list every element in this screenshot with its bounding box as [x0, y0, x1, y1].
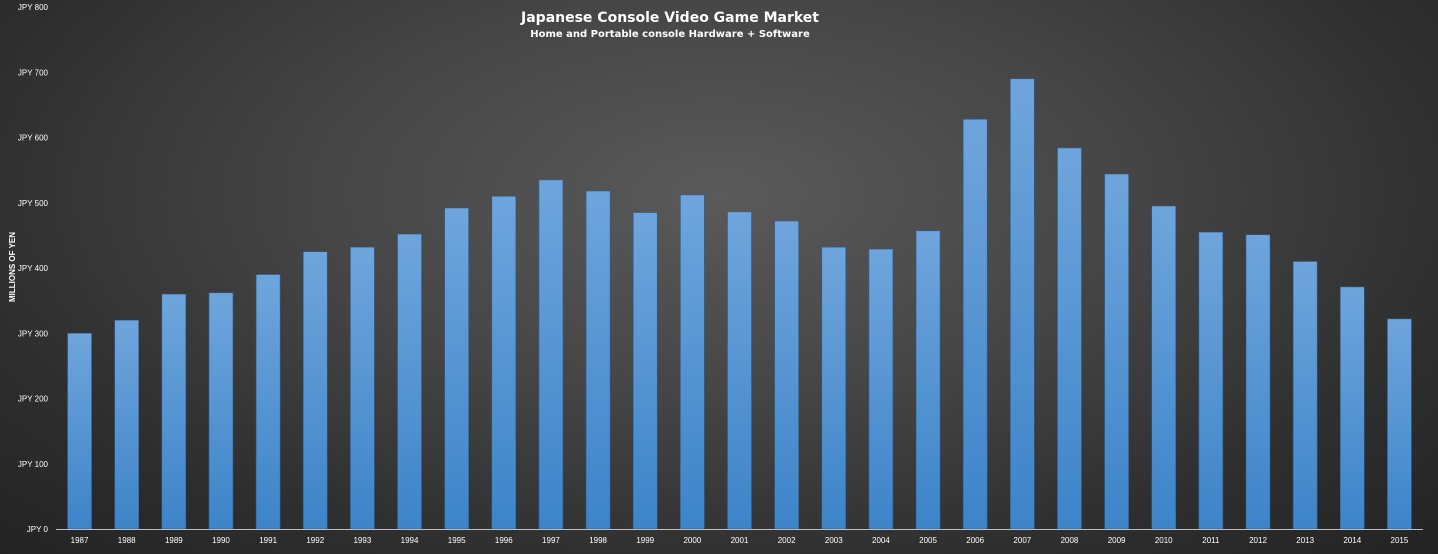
x-tick-label: 1999 — [636, 536, 654, 545]
x-tick-label: 1994 — [401, 536, 419, 545]
bar-1990 — [208, 292, 234, 530]
chart-subtitle: Home and Portable console Hardware + Sof… — [530, 29, 810, 40]
x-tick-label: 1996 — [495, 536, 513, 545]
bar-2005 — [915, 230, 941, 530]
bar-1997 — [538, 179, 564, 530]
y-tick-label: JPY 800 — [18, 3, 49, 12]
bar-1987 — [67, 332, 92, 530]
bar-1993 — [350, 246, 375, 530]
chart-title: Japanese Console Video Game Market — [520, 10, 819, 26]
bar-1994 — [397, 233, 422, 530]
x-tick-label: 2008 — [1061, 536, 1079, 545]
y-tick-label: JPY 400 — [18, 264, 49, 273]
x-tick-label: 1988 — [118, 536, 136, 545]
bar-2014 — [1339, 286, 1365, 530]
x-tick-label: 2002 — [778, 536, 796, 545]
x-tick-label: 2001 — [731, 536, 749, 545]
bar-2003 — [821, 246, 847, 530]
x-tick-label: 2003 — [825, 536, 843, 545]
bar-2009 — [1104, 173, 1129, 530]
x-tick-label: 2012 — [1249, 536, 1267, 545]
y-tick-label: JPY 700 — [18, 68, 49, 77]
bar-2007 — [1010, 78, 1035, 530]
bar-2012 — [1245, 234, 1271, 530]
y-tick-label: JPY 200 — [18, 395, 49, 404]
bar-1992 — [302, 251, 328, 530]
x-axis-ticks: 1987 1988 1989 1990 1991 1992 1993 1994 1995 1996… — [71, 536, 1409, 545]
bar-2000 — [680, 194, 705, 530]
bar-2015 — [1387, 318, 1412, 530]
x-tick-label: 1995 — [448, 536, 466, 545]
x-tick-label: 1993 — [353, 536, 371, 545]
x-tick-label: 1990 — [212, 536, 230, 545]
bar-2004 — [868, 248, 894, 530]
x-tick-label: 1992 — [306, 536, 324, 545]
x-tick-label: 2006 — [966, 536, 984, 545]
bars — [67, 78, 1412, 530]
x-tick-label: 1997 — [542, 536, 560, 545]
bar-1998 — [585, 190, 611, 530]
x-tick-label: 2007 — [1013, 536, 1031, 545]
bar-1989 — [161, 293, 187, 530]
x-tick-label: 2011 — [1202, 536, 1220, 545]
x-tick-label: 2000 — [683, 536, 701, 545]
x-tick-label: 1987 — [71, 536, 89, 545]
y-tick-label: JPY 300 — [18, 329, 49, 338]
bar-2006 — [962, 118, 988, 530]
bar-1988 — [114, 319, 140, 530]
bar-2011 — [1198, 231, 1224, 530]
y-axis-ticks: JPY 0 JPY 100 JPY 200 JPY 300 JPY 400 JPY 500… — [18, 3, 49, 534]
x-tick-label: 1998 — [589, 536, 607, 545]
bar-1991 — [255, 274, 281, 530]
y-tick-label: JPY 100 — [18, 460, 49, 469]
bar-2008 — [1057, 147, 1082, 530]
y-tick-label: JPY 500 — [18, 199, 49, 208]
x-tick-label: 2014 — [1343, 536, 1361, 545]
bar-1995 — [444, 207, 469, 530]
y-axis-title: MILLIONS OF YEN — [8, 232, 17, 302]
x-tick-label: 2004 — [872, 536, 890, 545]
bar-2010 — [1151, 205, 1177, 530]
x-tick-label: 2005 — [919, 536, 937, 545]
bar-2002 — [774, 220, 799, 530]
bar-2001 — [727, 211, 752, 530]
x-tick-label: 1989 — [165, 536, 183, 545]
x-tick-label: 2013 — [1296, 536, 1314, 545]
y-tick-label: JPY 0 — [27, 525, 49, 534]
x-tick-label: 2010 — [1155, 536, 1173, 545]
bar-1996 — [491, 195, 517, 530]
bar-1999 — [632, 212, 658, 530]
x-tick-label: 2015 — [1391, 536, 1409, 545]
y-tick-label: JPY 600 — [18, 134, 49, 143]
x-tick-label: 1991 — [259, 536, 277, 545]
bar-2013 — [1292, 261, 1318, 530]
x-tick-label: 2009 — [1108, 536, 1126, 545]
